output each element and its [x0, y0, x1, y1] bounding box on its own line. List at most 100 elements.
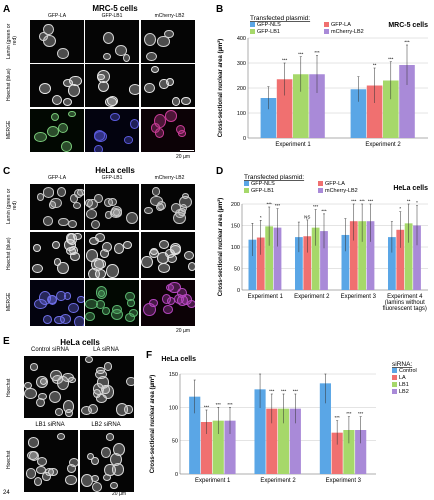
panel-e-micrograph	[24, 356, 78, 418]
panel-label-c: C	[3, 166, 11, 177]
significance-label: ***	[227, 402, 233, 407]
x-category-label: Experiment 3	[326, 478, 362, 484]
panel-a-micrograph	[30, 64, 84, 107]
legend-entry: mCherry-LB2	[325, 188, 358, 194]
panel-a-micrograph	[30, 20, 84, 63]
bar	[388, 237, 396, 290]
panel-e-micrograph	[80, 430, 134, 492]
panel-a-col-1: GFP-LA	[47, 13, 67, 19]
bar	[343, 430, 355, 474]
y-axis-label: Cross-sectional nuclear area (µm²)	[217, 39, 224, 138]
panel-a-micrograph	[141, 109, 195, 152]
bar	[260, 98, 277, 138]
panel-label-e: E	[3, 336, 10, 347]
significance-label: ***	[404, 40, 410, 45]
significance-label: ***	[298, 51, 304, 56]
panel-c-micrograph	[85, 232, 139, 278]
significance-label: ***	[269, 389, 275, 394]
panel-a-col-3: mCherry-LB2	[154, 13, 185, 19]
legend-swatch	[250, 29, 255, 34]
bar	[366, 221, 375, 290]
bar	[331, 432, 343, 474]
panel-e-col-3: LB1 siRNA	[35, 422, 65, 428]
x-category-label: Experiment 2	[365, 142, 401, 148]
y-tick-label: 50	[234, 267, 240, 273]
panel-e-micrograph	[24, 430, 78, 492]
panel-e-col-1: Control siRNA	[30, 347, 69, 353]
significance-label: *	[416, 200, 418, 205]
legend-entry: mCherry-LB2	[331, 29, 364, 35]
panel-a-micrograph	[141, 20, 195, 63]
legend-swatch	[318, 188, 323, 193]
legend-swatch	[324, 29, 329, 34]
legend-title: siRNA:	[392, 361, 412, 368]
y-tick-label: 150	[169, 372, 178, 378]
bar	[276, 79, 293, 138]
bar	[224, 420, 236, 474]
panel-a-micrograph	[85, 20, 139, 63]
panel-a-micrograph	[85, 64, 139, 107]
legend-swatch	[318, 181, 323, 186]
bar	[212, 420, 224, 474]
legend-swatch	[392, 382, 397, 387]
legend-swatch	[392, 368, 397, 373]
legend-entry: LA	[399, 375, 406, 381]
significance-label: ***	[388, 56, 394, 61]
panel-e-row-2: Hoechst	[6, 450, 12, 470]
bar	[303, 236, 312, 290]
significance-label: **	[407, 199, 411, 204]
panel-e-scale-label: 20 µm	[112, 491, 126, 497]
bar	[254, 389, 266, 474]
panel-c-micrograph	[141, 184, 195, 230]
legend-swatch	[392, 375, 397, 380]
significance-label: ***	[216, 402, 222, 407]
panel-e-col-2: LA siRNA	[93, 347, 119, 353]
legend-entry: GFP-LB1	[257, 29, 280, 35]
significance-label: ***	[346, 411, 352, 416]
significance-label: *	[399, 206, 401, 211]
panel-c-col-3: mCherry-LB2	[154, 175, 185, 181]
x-category-label: (lamins without	[385, 300, 425, 306]
legend-entry: GFP-LA	[325, 181, 345, 187]
legend-swatch	[244, 181, 249, 186]
legend-swatch	[392, 389, 397, 394]
bar	[350, 89, 367, 138]
significance-label: NS	[304, 214, 310, 219]
x-category-label: Experiment 1	[195, 478, 231, 484]
panel-c-title: HeLa cells	[95, 166, 135, 175]
bar	[396, 229, 405, 290]
bar	[311, 227, 320, 290]
panel-a-micrograph	[141, 64, 195, 107]
significance-label: ***	[368, 199, 374, 204]
y-tick-label: 400	[237, 36, 246, 42]
bar	[273, 227, 282, 290]
bar	[404, 223, 413, 290]
y-tick-label: 100	[169, 405, 178, 411]
bar	[266, 408, 278, 474]
y-tick-label: 100	[231, 245, 240, 251]
panel-a-col-2: GFP-LB1	[101, 13, 123, 19]
legend-title: Transfected plasmid:	[244, 174, 304, 181]
bar	[256, 237, 265, 290]
panel-a-micrograph	[30, 109, 84, 152]
panel-a-scale-label: 20 µm	[176, 154, 190, 160]
bar	[349, 221, 358, 290]
y-tick-label: 50	[172, 439, 178, 445]
panel-c-row-3: MERGE	[6, 292, 12, 312]
panel-a-title: MRC-5 cells	[92, 4, 138, 13]
bar	[265, 226, 274, 290]
panel-e-col-4: LB2 siRNA	[91, 422, 121, 428]
bar	[295, 237, 303, 290]
legend-title: Transfected plasmid:	[250, 15, 310, 22]
panel-label-a: A	[3, 4, 11, 15]
bar	[399, 65, 415, 138]
page-number: 24	[3, 490, 10, 496]
bar	[366, 85, 383, 138]
significance-label: ***	[351, 199, 357, 204]
significance-label: ***	[204, 405, 210, 410]
panel-label-d: D	[216, 166, 224, 177]
panel-e-micrograph	[80, 356, 134, 418]
panel-c-micrograph	[30, 232, 84, 278]
y-tick-label: 200	[237, 86, 246, 92]
y-tick-label: 0	[237, 288, 240, 294]
